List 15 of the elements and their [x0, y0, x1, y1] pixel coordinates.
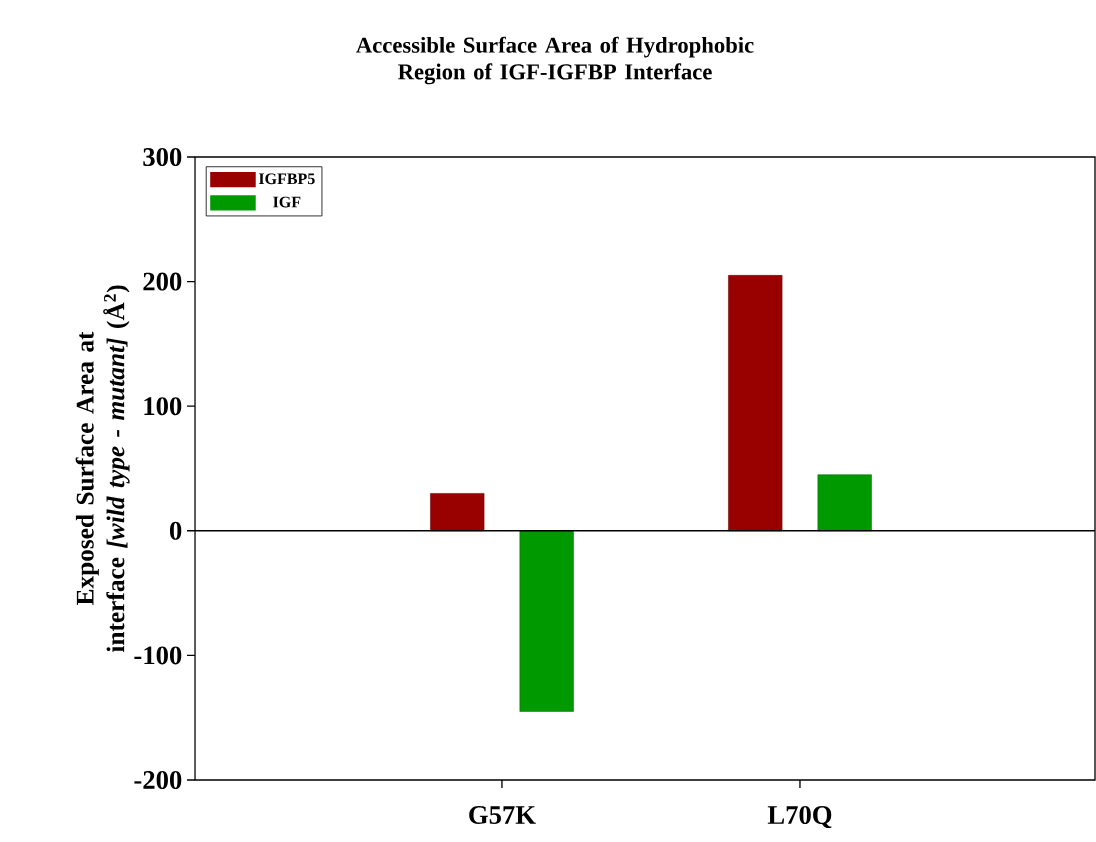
bar: [817, 474, 872, 532]
y-tick-label: 100: [144, 397, 182, 416]
bar: [728, 275, 783, 532]
y-tick-label: -100: [134, 646, 182, 665]
legend-label: IGF: [273, 196, 301, 208]
x-tick-label: L70Q: [767, 806, 832, 829]
y-tick-label: 200: [143, 272, 182, 291]
y-tick-label: -200: [134, 770, 182, 789]
y-tick-label: 0: [169, 521, 182, 540]
bar: [430, 493, 485, 532]
x-tick-label: G57K: [469, 806, 536, 824]
chart-title: Accessible Surface Area of Hydrophobic Region of IGF-IGFBP Interface: [356, 36, 754, 85]
legend-label: IGFBP5: [258, 173, 315, 185]
y-tick-label: 300: [143, 148, 182, 166]
bar: [519, 530, 574, 712]
